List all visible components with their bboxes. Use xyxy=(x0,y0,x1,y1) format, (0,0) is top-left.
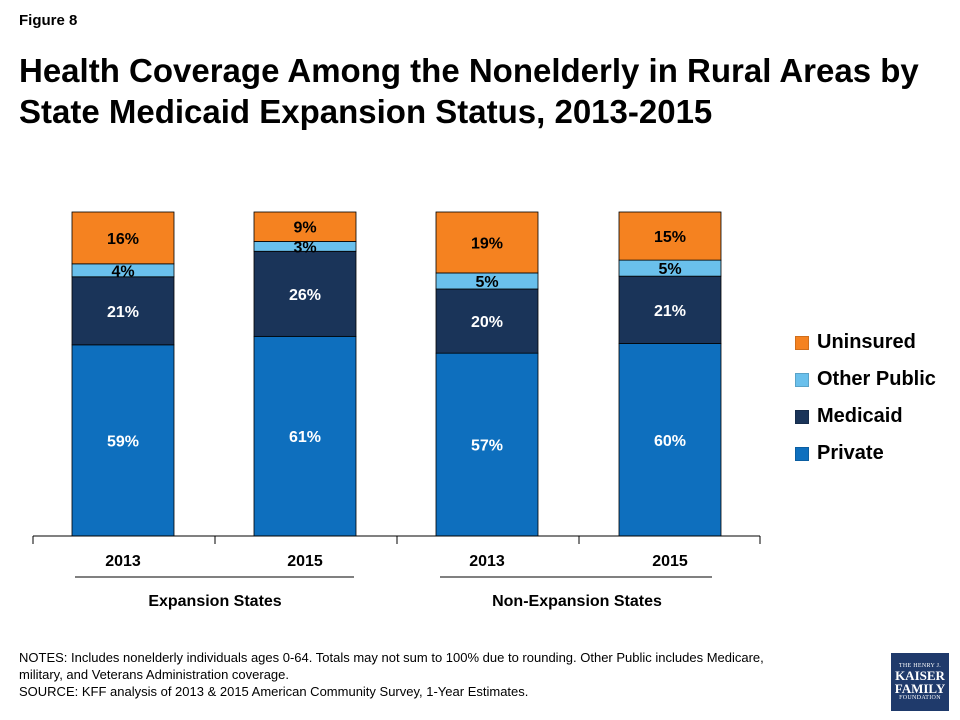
legend-swatch-other-public xyxy=(795,372,809,387)
stacked-bar-chart: 59% 21% 4% 16% 61% 26% 3% 9% 57% 20% 5% 19% 60% 21% 5%… xyxy=(32,211,761,610)
legend-label-private: Private xyxy=(817,442,884,464)
x-tick-label: 2015 xyxy=(652,553,688,570)
data-label-other-public: 5% xyxy=(658,261,681,278)
legend-label-uninsured: Uninsured xyxy=(817,331,916,353)
chart-legend: Uninsured Other Public Medicaid Private xyxy=(795,324,936,472)
data-label-private: 61% xyxy=(289,429,321,446)
x-tick-label: 2013 xyxy=(105,553,141,570)
legend-item-other-public: Other Public xyxy=(795,361,936,398)
data-label-private: 60% xyxy=(654,433,686,450)
x-tick-label: 2013 xyxy=(469,553,505,570)
data-label-other-public: 4% xyxy=(111,263,134,280)
bar-segment-private xyxy=(618,343,722,537)
chart-title-line-2: State Medicaid Expansion Status, 2013-20… xyxy=(19,93,713,130)
data-label-uninsured: 19% xyxy=(471,235,503,252)
x-tick-label: 2015 xyxy=(287,553,323,570)
data-label-medicaid: 20% xyxy=(471,314,503,331)
chart-title-line-1: Health Coverage Among the Nonelderly in … xyxy=(19,52,919,89)
bar-segment-uninsured xyxy=(253,211,357,242)
legend-item-private: Private xyxy=(795,435,936,472)
source-line: SOURCE: KFF analysis of 2013 & 2015 Amer… xyxy=(19,684,529,699)
data-label-other-public: 5% xyxy=(475,274,498,291)
chart-notes: NOTES: Includes nonelderly individuals a… xyxy=(19,649,879,700)
legend-label-other-public: Other Public xyxy=(817,368,936,390)
data-label-other-public: 3% xyxy=(293,239,316,256)
chart-title: Health Coverage Among the Nonelderly in … xyxy=(19,50,939,132)
bar-segment-uninsured xyxy=(435,211,539,274)
kff-logo: THE HENRY J. KAISER FAMILY FOUNDATION xyxy=(891,653,949,711)
bar-segment-medicaid xyxy=(71,276,175,346)
bar-segment-uninsured xyxy=(71,211,175,265)
data-label-medicaid: 26% xyxy=(289,287,321,304)
legend-item-medicaid: Medicaid xyxy=(795,398,936,435)
notes-line-2: military, and Veterans Administration co… xyxy=(19,667,290,682)
legend-swatch-private xyxy=(795,446,809,461)
data-label-medicaid: 21% xyxy=(654,303,686,320)
data-label-uninsured: 16% xyxy=(107,231,139,248)
data-label-uninsured: 15% xyxy=(654,229,686,246)
bar-segment-private xyxy=(435,352,539,537)
bar-segment-medicaid xyxy=(618,275,722,344)
data-label-private: 59% xyxy=(107,433,139,450)
figure-label: Figure 8 xyxy=(19,12,78,29)
bar-segment-medicaid xyxy=(253,250,357,337)
legend-swatch-medicaid xyxy=(795,409,809,424)
bar-segment-private xyxy=(253,335,357,537)
bar-segment-medicaid xyxy=(435,288,539,354)
group-label: Expansion States xyxy=(148,593,281,610)
bar-segment-uninsured xyxy=(618,211,722,261)
legend-swatch-uninsured xyxy=(795,335,809,350)
notes-line-1: NOTES: Includes nonelderly individuals a… xyxy=(19,650,764,665)
data-label-medicaid: 21% xyxy=(107,304,139,321)
legend-label-medicaid: Medicaid xyxy=(817,405,903,427)
legend-item-uninsured: Uninsured xyxy=(795,324,936,361)
data-label-private: 57% xyxy=(471,438,503,455)
bar-segment-private xyxy=(71,344,175,537)
data-label-uninsured: 9% xyxy=(293,220,316,237)
group-label: Non-Expansion States xyxy=(492,593,662,610)
